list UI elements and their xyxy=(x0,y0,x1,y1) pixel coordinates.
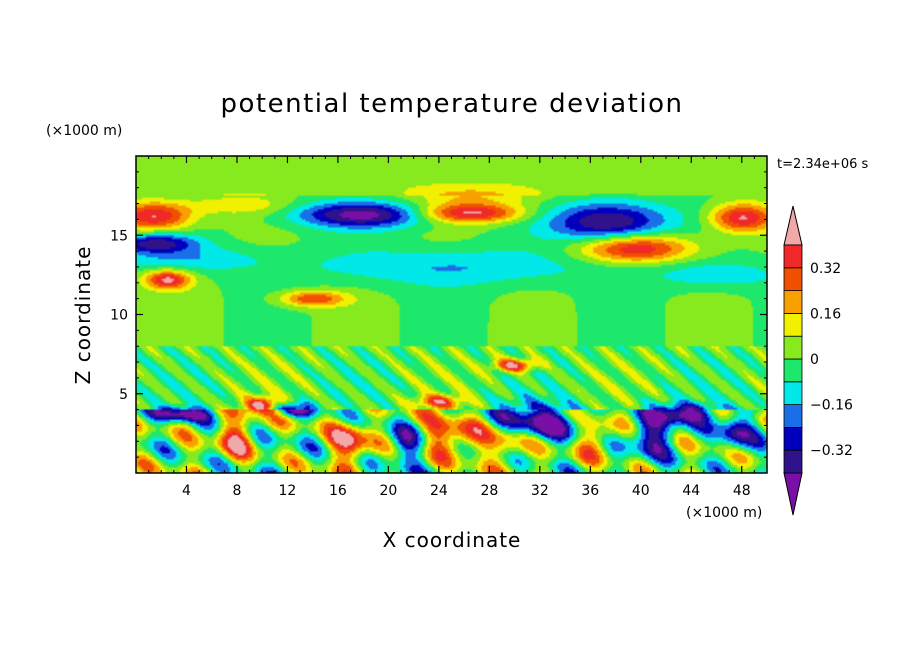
x-tick-label: 48 xyxy=(733,483,751,499)
colorbar-segment xyxy=(783,381,803,405)
x-tick-label: 28 xyxy=(480,483,498,499)
colorbar-segment xyxy=(783,449,803,474)
x-tick-label: 20 xyxy=(379,483,397,499)
time-label: t=2.34e+06 s xyxy=(777,157,869,172)
heatmap-field xyxy=(136,156,767,473)
colorbar-max-arrow xyxy=(783,205,803,246)
colorbar-segment xyxy=(783,267,803,291)
x-axis-label: X coordinate xyxy=(383,528,522,552)
colorbar-segment xyxy=(783,335,803,360)
x-tick-label: 24 xyxy=(430,483,448,499)
x-tick-label: 36 xyxy=(581,483,599,499)
colorbar-tick-label: −0.16 xyxy=(810,398,853,414)
x-axis: 4 8 12 16 20 24 28 32 36 40 44 48 xyxy=(148,156,755,499)
x-tick-label: 16 xyxy=(329,483,347,499)
chart-title: potential temperature deviation xyxy=(221,89,684,119)
x-tick-label: 32 xyxy=(531,483,549,499)
y-tick-label: 10 xyxy=(110,308,128,324)
colorbar: 0.32 0.16 0 −0.16 −0.32 xyxy=(783,205,853,516)
colorbar-tick-label: −0.32 xyxy=(810,443,853,459)
x-tick-label: 8 xyxy=(232,483,241,499)
colorbar-segment xyxy=(783,404,803,428)
x-unit-label: (×1000 m) xyxy=(686,505,762,521)
x-tick-label: 40 xyxy=(632,483,650,499)
plot-area xyxy=(135,155,768,474)
colorbar-segment xyxy=(783,244,803,269)
y-unit-label: (×1000 m) xyxy=(46,123,122,139)
x-tick-label: 12 xyxy=(279,483,297,499)
colorbar-segment xyxy=(783,290,803,314)
y-axis-label: Z coordinate xyxy=(71,246,95,385)
y-axis: 5 10 15 xyxy=(110,171,767,458)
colorbar-segment xyxy=(783,426,803,451)
y-tick-label: 5 xyxy=(119,387,128,403)
colorbar-min-arrow xyxy=(783,472,803,516)
x-tick-label: 44 xyxy=(682,483,700,499)
colorbar-tick-label: 0.32 xyxy=(810,261,841,277)
colorbar-segment xyxy=(783,312,803,337)
y-tick-label: 15 xyxy=(110,228,128,244)
colorbar-segment xyxy=(783,358,803,383)
colorbar-tick-label: 0 xyxy=(810,352,819,368)
colorbar-tick-label: 0.16 xyxy=(810,306,841,322)
x-tick-label: 4 xyxy=(182,483,191,499)
